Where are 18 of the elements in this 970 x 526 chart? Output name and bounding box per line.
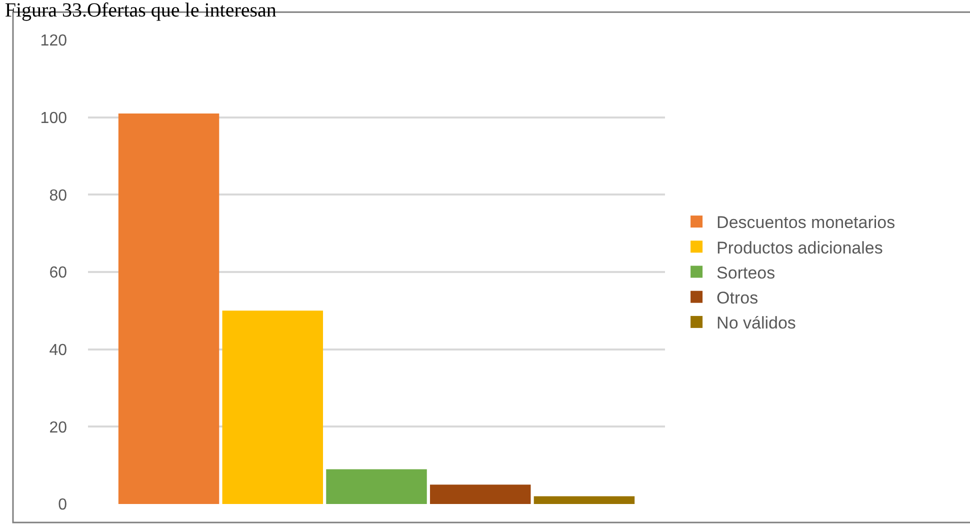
y-tick-label: 0 [58,496,68,514]
y-tick-label: 80 [49,187,68,204]
y-tick-label: 20 [49,419,68,436]
y-tick-label: 40 [49,342,68,359]
legend-label: Productos adicionales [716,238,883,258]
legend-label: No válidos [716,314,796,333]
y-tick-label: 120 [40,32,68,50]
bar [534,496,635,504]
legend-label: Otros [716,288,758,308]
y-tick-label: 100 [40,110,68,127]
bar [222,310,324,504]
y-tick-label: 60 [49,264,68,282]
bar [118,113,220,504]
bar [326,469,427,504]
chart-title: Figura 33.Ofertas que le interesan [4,0,276,22]
legend-label: Descuentos monetarios [716,213,896,232]
bar [430,484,531,504]
legend-label: Sorteos [716,263,776,282]
